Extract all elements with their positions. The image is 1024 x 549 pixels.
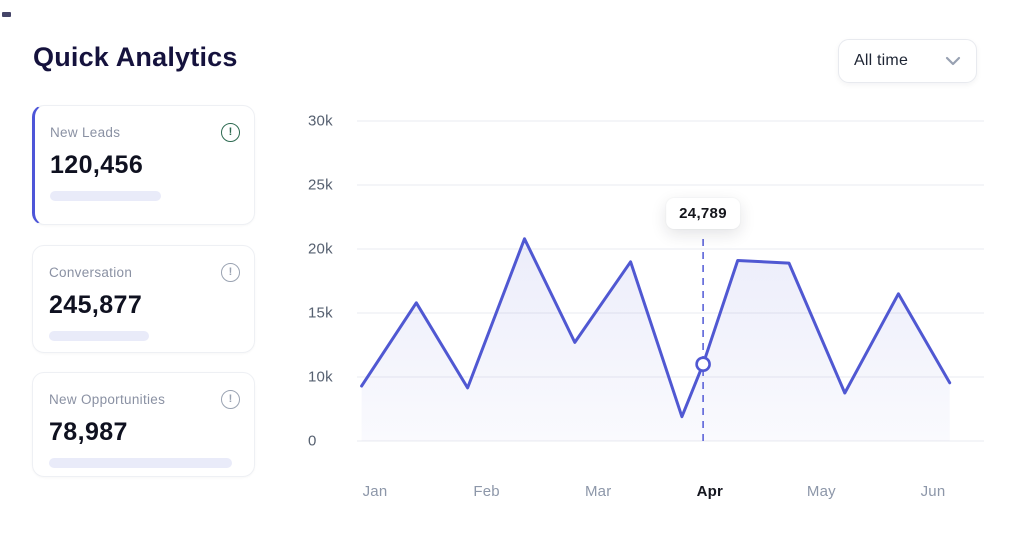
alert-circle-icon[interactable]: ! xyxy=(221,390,240,409)
corner-mark xyxy=(2,12,11,17)
page-title: Quick Analytics xyxy=(33,42,238,72)
alert-circle-icon[interactable]: ! xyxy=(221,263,240,282)
chevron-down-icon xyxy=(945,56,961,66)
x-tick-label-mar: Mar xyxy=(584,483,612,500)
y-tick-label: 20k xyxy=(308,240,333,258)
stat-card-conversation: Conversation ! 245,877 xyxy=(32,245,255,353)
alert-circle-icon[interactable]: ! xyxy=(221,123,240,142)
y-tick-label: 30k xyxy=(308,112,333,130)
x-tick-label-apr: Apr xyxy=(696,483,724,500)
stat-card-value: 120,456 xyxy=(50,151,144,179)
stat-card-label: New Opportunities xyxy=(49,392,166,407)
x-tick-label-feb: Feb xyxy=(473,483,500,500)
stat-card-new-opportunities: New Opportunities ! 78,987 xyxy=(32,372,255,477)
stat-card-value: 245,877 xyxy=(49,291,143,319)
time-range-dropdown[interactable]: All time xyxy=(838,39,977,83)
chart-tooltip: 24,789 xyxy=(666,198,740,229)
stat-card-progress-bar xyxy=(49,331,150,341)
y-tick-label: 10k xyxy=(308,368,333,386)
y-tick-label: 25k xyxy=(308,176,333,194)
stat-card-progress-bar xyxy=(50,191,161,201)
stat-card-label: Conversation xyxy=(49,265,133,280)
y-tick-label: 0 xyxy=(308,432,317,450)
y-tick-label: 15k xyxy=(308,304,333,322)
stat-card-new-leads: New Leads ! 120,456 xyxy=(32,105,255,225)
chart-marker-point xyxy=(695,356,711,373)
stat-card-value: 78,987 xyxy=(49,418,128,446)
stat-card-label: New Leads xyxy=(50,125,121,140)
x-tick-label-jan: Jan xyxy=(362,483,388,500)
x-tick-label-may: May xyxy=(806,483,836,500)
time-range-selected-value: All time xyxy=(854,52,909,69)
x-tick-label-jun: Jun xyxy=(920,483,946,500)
stat-card-progress-bar xyxy=(49,458,233,468)
